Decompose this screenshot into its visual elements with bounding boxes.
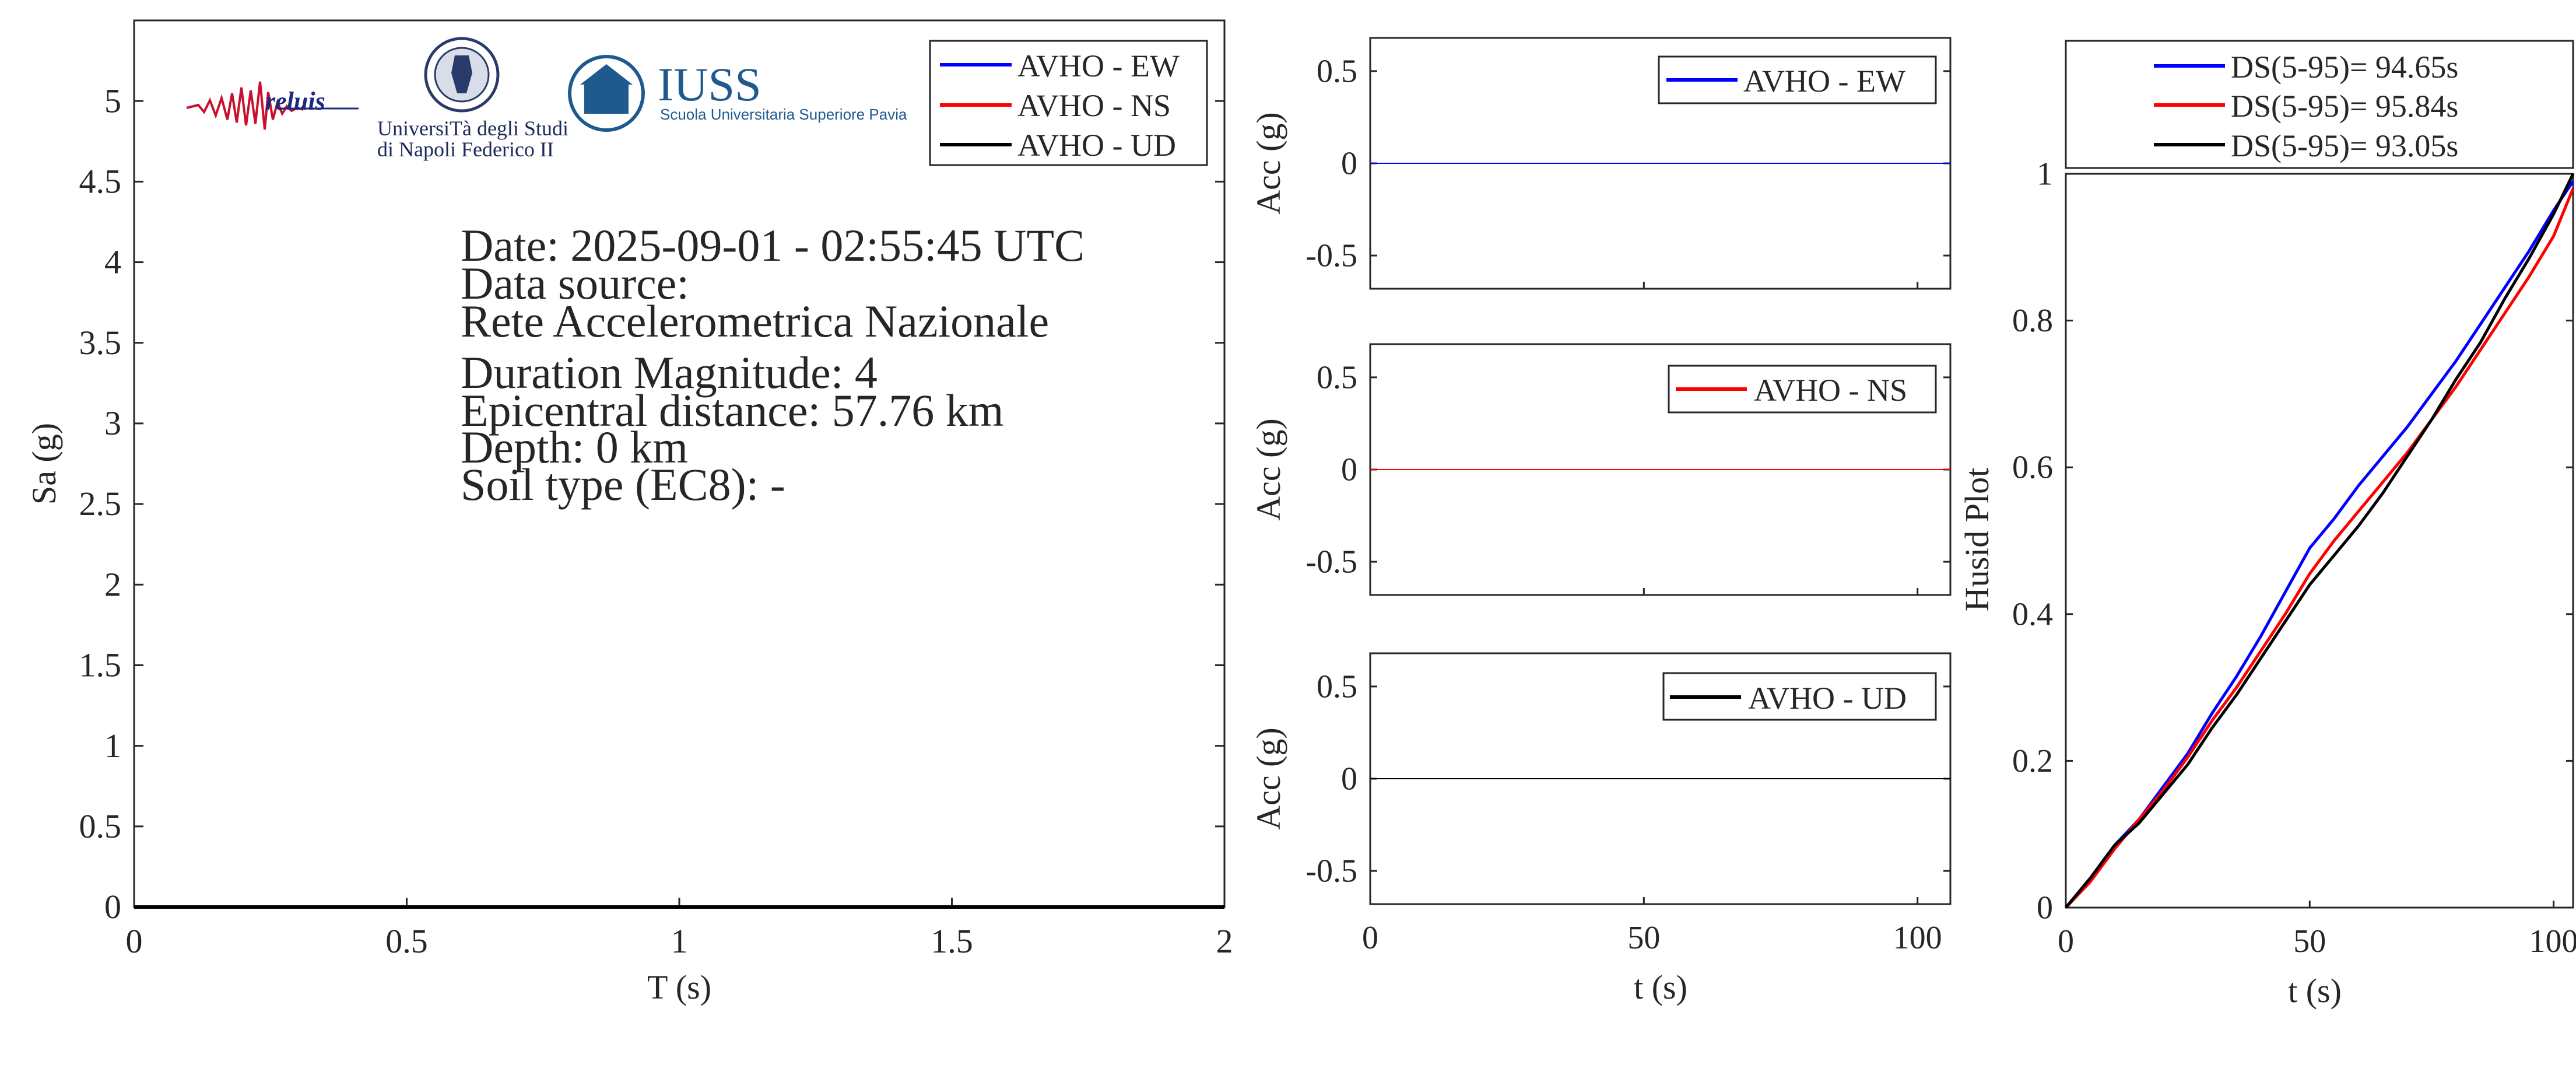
spectrum-ytick-label: 1 (104, 727, 121, 765)
acc_ud-xtick-label: 0 (1362, 920, 1378, 956)
spectrum-xtick-label: 0 (126, 922, 143, 960)
event-info: Date: 2025-09-01 - 02:55:45 UTC Data sou… (461, 220, 1085, 510)
spectrum-ytick-label: 5 (104, 82, 121, 120)
husid-ticks: 0 0.2 0.4 0.6 0.8 1 0 50 100 (2012, 156, 2576, 960)
acc-ud-legend-label: AVHO - UD (1748, 681, 1907, 716)
spectrum-xtick-label: 0.5 (385, 922, 428, 960)
husid-ytick-label: 0 (2037, 890, 2053, 926)
husid-series-line-3 (2065, 173, 2575, 909)
acc-ud-panel: 0.50-0.50 50 100 Acc (g) t (s) AVHO - UD (1250, 652, 1952, 1006)
acc-ew-legend-label: AVHO - EW (1743, 64, 1905, 99)
acc_ud-ytick-label: -0.5 (1305, 853, 1357, 890)
husid-legend-label-2: DS(5-95)= 95.84s (2231, 89, 2458, 124)
acc-ew-legend-box (1658, 55, 1937, 104)
info-soil: Soil type (EC8): - (461, 459, 785, 510)
acc-ud-legend: AVHO - UD (1662, 672, 1937, 721)
info-magnitude: Duration Magnitude: 4 (461, 347, 878, 398)
husid-ytick-label: 0.8 (2012, 303, 2053, 339)
husid-panel: 0 0.2 0.4 0.6 0.8 1 0 50 100 t (s) Husid Plot DS… (1958, 40, 2576, 1010)
spectrum-ytick-label: 0 (104, 888, 121, 926)
husid-xlabel: t (s) (2288, 972, 2342, 1010)
acc-ns-ticks: 0.5 0 -0.5 (1305, 359, 1950, 595)
husid-xtick-label: 0 (2058, 923, 2074, 960)
spectrum-ytick-label: 0.5 (79, 807, 122, 845)
reluis-wordmark: reluis (265, 87, 325, 115)
husid-ylabel: Husid Plot (1958, 468, 1996, 612)
husid-plot-area (2065, 173, 2574, 909)
legend-label-ns: AVHO - NS (1017, 88, 1171, 123)
iuss-title: IUSS (658, 58, 761, 111)
info-distance: Epicentral distance: 57.76 km (461, 385, 1003, 436)
spectrum-ytick-label: 2 (104, 565, 121, 603)
husid-ytick-label: 0.6 (2012, 450, 2053, 486)
spectrum-ytick-label: 3.5 (79, 324, 122, 362)
acc_ud-ytick-label: 0.5 (1317, 668, 1357, 705)
husid-series-line-2 (2065, 188, 2575, 909)
unina-seal-figure (451, 55, 472, 93)
spectrum-ytick-label: 4.5 (79, 163, 122, 201)
spectrum-ytick-label: 2.5 (79, 485, 122, 523)
info-source-label: Data source: (461, 258, 689, 309)
iuss-logo: IUSS Scuola Universitaria Superiore Pavi… (568, 55, 907, 132)
spectrum-ytick-label: 3 (104, 404, 121, 442)
acc-ew-ylabel: Acc (g) (1250, 112, 1287, 215)
husid-series (2065, 173, 2575, 909)
acc-ns-legend: AVHO - NS (1668, 365, 1937, 414)
husid-ytick-label: 1 (2037, 156, 2053, 192)
husid-legend-label-1: DS(5-95)= 94.65s (2231, 50, 2458, 85)
spectrum-ytick-label: 4 (104, 243, 121, 281)
spectrum-xtick-label: 2 (1216, 922, 1233, 960)
spectrum-plot-area (133, 19, 1226, 908)
legend-label-ud: AVHO - UD (1017, 128, 1176, 163)
acc-ew-ticks: 0.5 0 -0.5 (1305, 53, 1950, 289)
acc_ew-ytick-label: 0 (1341, 145, 1357, 181)
acc_ew-ytick-label: 0.5 (1317, 53, 1357, 89)
husid-legend: DS(5-95)= 94.65s DS(5-95)= 95.84s DS(5-9… (2065, 40, 2574, 169)
spectrum-xtick-label: 1.5 (931, 922, 973, 960)
acc-ud-xlabel: t (s) (1634, 968, 1687, 1006)
info-source: Rete Accelerometrica Nazionale (461, 296, 1049, 346)
unina-name-line1: UniversiTà degli Studi (377, 117, 568, 140)
reluis-seismogram-icon (186, 81, 304, 130)
spectrum-ticks: 0 0.5 1 1.5 2 2.5 3 3.5 4 4.5 5 0 0.5 1 1.5 2 (79, 82, 1233, 960)
spectrum-ytick-label: 1.5 (79, 646, 122, 684)
acc_ud-ytick-label: 0 (1341, 761, 1357, 797)
husid-ytick-label: 0.2 (2012, 743, 2053, 779)
acc-ud-ylabel: Acc (g) (1250, 727, 1287, 830)
legend-label-ew: AVHO - EW (1017, 48, 1180, 83)
acc-ew-legend: AVHO - EW (1658, 55, 1937, 104)
acc-ns-legend-label: AVHO - NS (1754, 373, 1907, 408)
acc-ns-ylabel: Acc (g) (1250, 418, 1287, 521)
unina-logo: UniversiTà degli Studi di Napoli Federic… (377, 37, 568, 161)
iuss-emblem-roof (580, 64, 633, 85)
acc_ns-ytick-label: 0.5 (1317, 359, 1357, 395)
reluis-logo: reluis (186, 81, 359, 130)
acc_ud-xtick-label: 100 (1893, 920, 1942, 956)
acc_ud-xtick-label: 50 (1627, 920, 1660, 956)
iuss-subtitle: Scuola Universitaria Superiore Pavia (660, 106, 907, 123)
acc_ns-ytick-label: 0 (1341, 451, 1357, 488)
acc-ew-panel: 0.5 0 -0.5 Acc (g) AVHO - EW (1250, 37, 1952, 290)
husid-xtick-label: 50 (2293, 923, 2326, 960)
husid-xtick-label: 100 (2529, 923, 2576, 960)
spectrum-ylabel: Sa (g) (25, 423, 63, 505)
spectrum-panel: 0 0.5 1 1.5 2 2.5 3 3.5 4 4.5 5 0 0.5 1 1.5 2 T (s) Sa … (25, 19, 1233, 1006)
acc-ud-ticks: 0.50-0.50 50 100 (1305, 668, 1950, 956)
unina-name-line2: di Napoli Federico II (377, 138, 554, 161)
acc_ew-ytick-label: -0.5 (1305, 238, 1357, 274)
spectrum-xtick-label: 1 (671, 922, 688, 960)
acc-ns-panel: 0.5 0 -0.5 Acc (g) AVHO - NS (1250, 343, 1952, 596)
husid-ytick-label: 0.4 (2012, 596, 2053, 632)
acc_ns-ytick-label: -0.5 (1305, 544, 1357, 580)
husid-legend-label-3: DS(5-95)= 93.05s (2231, 128, 2458, 163)
spectrum-xlabel: T (s) (647, 968, 711, 1006)
spectrum-legend: AVHO - EW AVHO - NS AVHO - UD (929, 40, 1208, 166)
iuss-emblem-building (584, 82, 629, 114)
info-date: Date: 2025-09-01 - 02:55:45 UTC (461, 220, 1085, 271)
husid-legend-box (2065, 40, 2574, 169)
info-depth: Depth: 0 km (461, 422, 688, 472)
